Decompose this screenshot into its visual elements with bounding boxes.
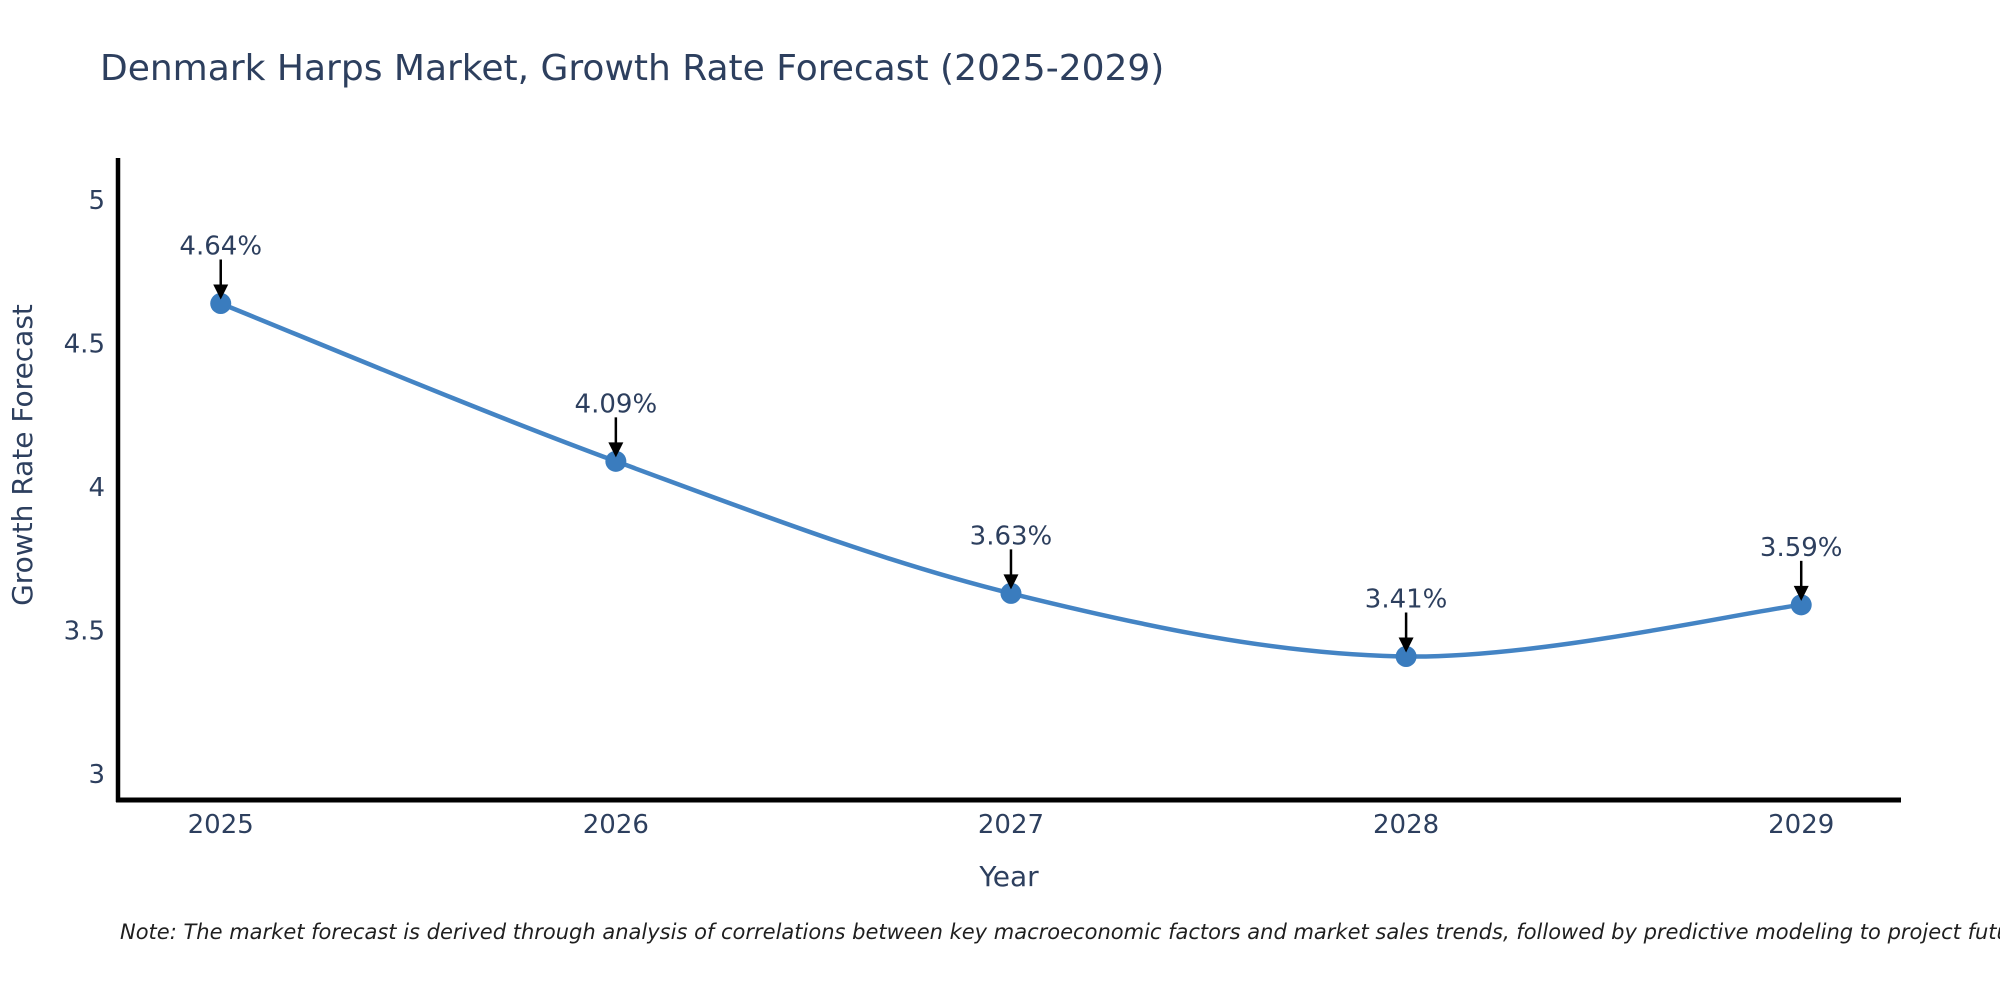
y-tick-label: 3 xyxy=(88,760,105,790)
x-tick-label: 2025 xyxy=(188,810,254,840)
footnote: Note: The market forecast is derived thr… xyxy=(120,920,2000,944)
y-tick-label: 4 xyxy=(88,473,105,503)
data-point-marker xyxy=(605,450,627,472)
point-value-label: 4.09% xyxy=(575,389,658,419)
x-tick-label: 2029 xyxy=(1768,810,1834,840)
point-annotation: 4.09% xyxy=(575,389,658,458)
y-tick-label: 3.5 xyxy=(64,617,105,647)
annotation-arrowhead-icon xyxy=(1793,585,1809,601)
x-axis-title: Year xyxy=(978,860,1039,893)
point-annotation: 3.41% xyxy=(1365,585,1448,653)
data-point-marker xyxy=(1395,646,1417,668)
x-axis-tick-labels: 2025 2026 2027 2028 2029 xyxy=(188,810,1835,840)
x-tick-label: 2027 xyxy=(978,810,1044,840)
data-point-markers xyxy=(210,292,1812,668)
point-value-label: 4.64% xyxy=(179,231,262,261)
x-tick-label: 2026 xyxy=(583,810,649,840)
point-annotation: 3.63% xyxy=(970,521,1053,590)
point-value-label: 3.59% xyxy=(1760,533,1843,563)
annotation-arrowhead-icon xyxy=(608,442,624,458)
point-value-label: 3.41% xyxy=(1365,585,1448,615)
chart-title: Denmark Harps Market, Growth Rate Foreca… xyxy=(100,48,1164,89)
y-axis-title: Growth Rate Forecast xyxy=(6,304,39,606)
annotation-arrowhead-icon xyxy=(213,284,229,300)
point-annotation: 4.64% xyxy=(179,231,262,300)
y-axis-tick-labels: 3 3.5 4 4.5 5 xyxy=(64,186,105,790)
annotation-arrowhead-icon xyxy=(1003,574,1019,590)
point-annotation: 3.59% xyxy=(1760,533,1843,601)
data-point-marker xyxy=(1790,594,1812,616)
data-point-marker xyxy=(1000,582,1022,604)
point-value-label: 3.63% xyxy=(970,521,1053,551)
x-tick-label: 2028 xyxy=(1373,810,1439,840)
y-tick-label: 4.5 xyxy=(64,330,105,360)
annotation-arrowhead-icon xyxy=(1398,637,1414,653)
point-annotations: 4.64% 4.09% 3.63% 3.41% 3.59% xyxy=(179,231,1843,653)
data-point-marker xyxy=(210,292,232,314)
y-tick-label: 5 xyxy=(88,186,105,216)
